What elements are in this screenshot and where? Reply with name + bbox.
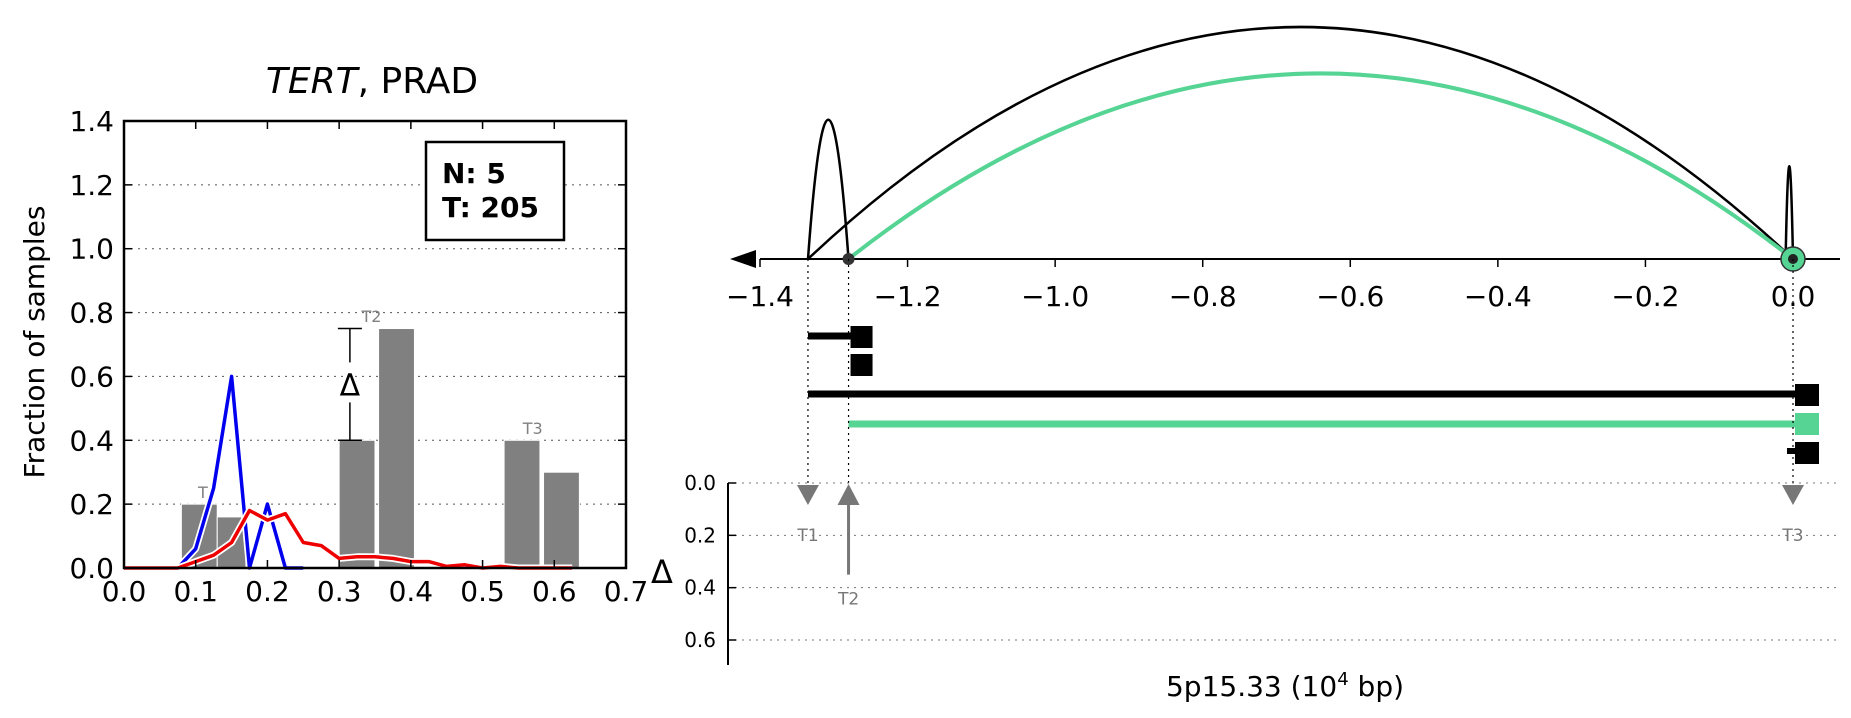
splice-arc-green [847, 71, 1795, 261]
exon-stub [1787, 448, 1797, 454]
legend-box: N: 5 T: 205 [424, 140, 566, 242]
splice-arcs [806, 25, 1795, 261]
y-tick-label: 0.0 [69, 552, 114, 585]
transcript-tracks [807, 326, 1819, 464]
y-tick-label: 0.2 [69, 488, 114, 521]
marker-label: T2 [837, 590, 859, 610]
genome-axis-ticks: −1.4 −1.2 −1.0 −0.8 −0.6 −0.4 −0.2 0.0 [726, 259, 1815, 313]
y-tick-label: 1.4 [69, 105, 114, 138]
strand-arrow-icon [730, 250, 756, 268]
bar-label: T2 [360, 307, 381, 326]
exon-block [1795, 413, 1819, 435]
marker-label: T3 [1781, 526, 1803, 546]
tss-markers: T1 T2 T3 [796, 484, 1804, 610]
exon-block [850, 326, 873, 348]
density-line [124, 508, 573, 570]
exon-block [850, 354, 873, 376]
legend-frame [424, 140, 566, 242]
genome-tick-label: −0.4 [1464, 280, 1532, 313]
down-arrow-icon [796, 485, 819, 505]
y-tick-label: 0.8 [69, 297, 114, 330]
genome-tick-label: −1.4 [726, 280, 794, 313]
delta-tick-label: 0.4 [684, 576, 716, 600]
down-arrow-icon [1782, 485, 1804, 505]
histogram-title: TERT, PRAD [266, 61, 478, 102]
legend-n: N: 5 [442, 157, 506, 190]
x-tick-label: 0.0 [102, 575, 147, 608]
x-label-main: 5p15.33 (10 [1166, 670, 1337, 703]
genome-x-label: 5p15.33 (104 bp) [1166, 669, 1404, 703]
marker-guides [807, 259, 1794, 483]
legend-t: T: 205 [442, 191, 539, 224]
genome-tick-label: −1.0 [1021, 280, 1089, 313]
genome-tick-label: −0.2 [1611, 280, 1679, 313]
bar-label: T3 [522, 419, 543, 438]
splice-arc-black [807, 25, 1794, 260]
x-tick-label: 0.5 [460, 575, 505, 608]
x-tick-label: 0.7 [604, 575, 649, 608]
splice-arc-black [806, 118, 850, 260]
bar-label: T [197, 483, 208, 502]
y-tick-label: 0.6 [69, 360, 114, 393]
delta-axis: 0.0 0.2 0.4 0.6 Δ [651, 471, 1840, 665]
density-lines [124, 372, 573, 572]
x-label-unit: bp) [1349, 670, 1404, 703]
x-label-exponent: 4 [1337, 669, 1348, 690]
genome-tick-label: −0.8 [1169, 280, 1237, 313]
y-axis-ticks: 0.0 0.2 0.4 0.6 0.8 1.0 1.2 1.4 [69, 105, 626, 585]
delta-marker: Δ [337, 327, 362, 442]
histogram-panel: TERT, PRAD Fraction of samples T T2 T3 Δ 0… [18, 61, 648, 608]
genome-tick-label: −1.2 [874, 280, 942, 313]
delta-axis-label: Δ [651, 553, 673, 591]
exon-block [1795, 442, 1819, 464]
histogram-bar [503, 439, 541, 569]
delta-symbol: Δ [340, 368, 361, 403]
genome-tick-label: −0.6 [1316, 280, 1384, 313]
title-gene: TERT [266, 61, 361, 102]
y-tick-label: 0.4 [69, 424, 114, 457]
density-line [124, 374, 304, 570]
up-arrow-icon [837, 484, 860, 505]
bar-labels: T T2 T3 [197, 307, 543, 502]
delta-tick-label: 0.2 [684, 523, 716, 547]
x-tick-label: 0.1 [173, 575, 218, 608]
marker-label: T1 [796, 526, 818, 546]
x-tick-label: 0.4 [389, 575, 434, 608]
x-axis-ticks: 0.0 0.1 0.2 0.3 0.4 0.5 0.6 0.7 [102, 121, 649, 608]
y-tick-label: 1.0 [69, 233, 114, 266]
x-tick-label: 0.3 [317, 575, 362, 608]
delta-tick-label: 0.6 [684, 628, 716, 652]
splice-arc-black [1784, 164, 1795, 260]
y-axis-label: Fraction of samples [18, 206, 51, 479]
title-cohort: , PRAD [358, 61, 479, 102]
histogram-bar [543, 471, 580, 569]
genomic-panel: −1.4 −1.2 −1.0 −0.8 −0.6 −0.4 −0.2 0.0 0.0 0.2 0.… [651, 25, 1840, 703]
y-tick-label: 1.2 [69, 169, 114, 202]
plot-frame [122, 119, 628, 570]
x-tick-label: 0.6 [532, 575, 577, 608]
histogram-bar [338, 439, 376, 569]
x-tick-label: 0.2 [245, 575, 290, 608]
delta-tick-label: 0.0 [684, 471, 716, 495]
histogram-bar [378, 328, 415, 569]
exon-block [1795, 384, 1819, 406]
